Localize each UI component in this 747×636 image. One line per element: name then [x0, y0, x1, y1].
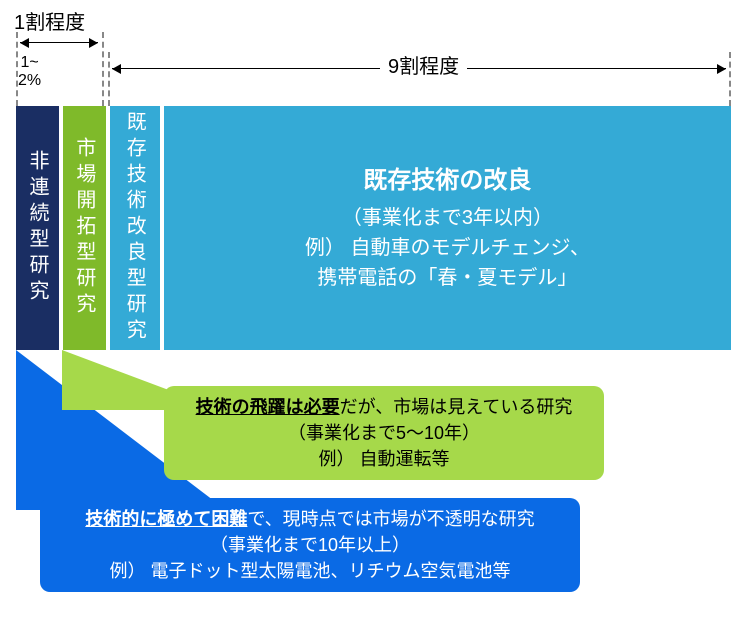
callout-blue: 技術的に極めて困難で、現時点では市場が不透明な研究 （事業化まで10年以上） 例… [40, 498, 580, 592]
dim-cap [108, 52, 110, 106]
bar-segment-1: 市場開拓型研究 [63, 106, 106, 350]
bar-segment-label: 既存技術改良型研究 [120, 111, 149, 345]
dim-sublabel: 1~ 2% [18, 54, 41, 89]
bar-body-line: 例） 自動車のモデルチェンジ、 [305, 233, 590, 263]
callout-line: 技術的に極めて困難で、現時点では市場が不透明な研究 [54, 506, 566, 532]
callout-text: だが、市場は見えている研究 [340, 397, 573, 417]
dim-label-right: 9割程度 [380, 50, 467, 79]
diagram-root: 1割程度 1~ 2% 9割程度 非連続型研究市場開拓型研究既存技術改良型研究 既存… [0, 0, 747, 636]
dim-cap [102, 32, 104, 106]
bar-segment-0: 非連続型研究 [16, 106, 59, 350]
bar-segment-label: 非連続型研究 [23, 150, 52, 306]
callout-line: （事業化まで10年以上） [54, 532, 566, 558]
bar-segment-2: 既存技術改良型研究 [110, 106, 160, 350]
callout-highlight: 技術の飛躍は必要 [196, 397, 340, 417]
bar-segment-body: 既存技術の改良 （事業化まで3年以内）例） 自動車のモデルチェンジ、携帯電話の「春… [164, 106, 731, 350]
bar-body-line: （事業化まで3年以内） [305, 203, 590, 233]
callout-highlight: 技術的に極めて困難 [85, 509, 247, 529]
callout-line: 例） 電子ドット型太陽電池、リチウム空気電池等 [54, 558, 566, 584]
callout-text: で、現時点では市場が不透明な研究 [247, 509, 534, 529]
dim-cap [729, 52, 731, 106]
bar-body-title: 既存技術の改良 [305, 163, 590, 199]
dim-label-left: 1割程度 [14, 6, 85, 35]
callout-line: 例） 自動運転等 [178, 446, 590, 472]
bar-segment-body-text: 既存技術の改良 （事業化まで3年以内）例） 自動車のモデルチェンジ、携帯電話の「春… [305, 163, 590, 293]
callout-line: （事業化まで5～10年） [178, 420, 590, 446]
dim-line-left [20, 42, 98, 43]
callout-line: 技術の飛躍は必要だが、市場は見えている研究 [178, 394, 590, 420]
main-bar: 非連続型研究市場開拓型研究既存技術改良型研究 既存技術の改良 （事業化まで3年以内）… [16, 106, 731, 350]
bar-body-line: 携帯電話の「春・夏モデル」 [305, 263, 590, 293]
callout-green: 技術の飛躍は必要だが、市場は見えている研究 （事業化まで5～10年） 例） 自動… [164, 386, 604, 480]
bar-segment-label: 市場開拓型研究 [70, 137, 99, 319]
